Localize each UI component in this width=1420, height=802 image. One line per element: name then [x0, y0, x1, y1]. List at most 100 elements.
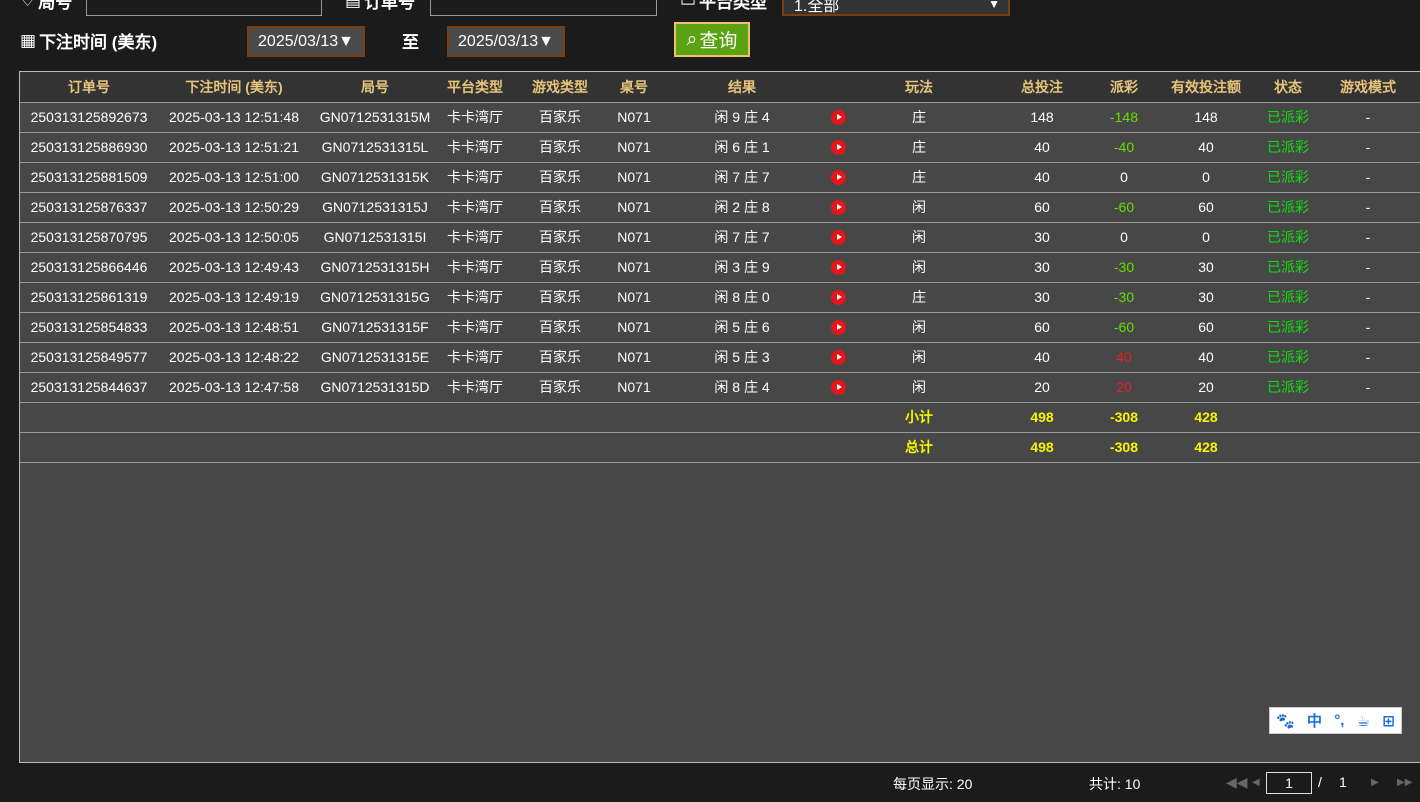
round-id: GN0712531315D: [310, 372, 440, 403]
payout: -148: [1096, 102, 1152, 133]
column-header: 下注时间 (美东): [158, 72, 310, 103]
valid-bet: 148: [1152, 102, 1260, 133]
bet-type: 庄: [850, 102, 988, 133]
result: 闲 7 庄 7: [658, 162, 826, 193]
bet-time: 2025-03-13 12:51:48: [158, 102, 310, 133]
grid-icon[interactable]: ⊞: [1382, 712, 1395, 730]
play-icon[interactable]: [830, 170, 846, 186]
play-icon[interactable]: [830, 350, 846, 366]
result: 闲 7 庄 7: [658, 222, 826, 253]
table-row: 250313125876337 2025-03-13 12:50:29 GN0712…: [20, 192, 1420, 223]
table-row: 250313125861319 2025-03-13 12:49:19 GN0712…: [20, 282, 1420, 313]
order-id: 250313125861319: [20, 282, 158, 313]
empty-cell: [610, 432, 658, 463]
empty-cell: [658, 402, 826, 433]
calendar-icon: ▦: [20, 30, 37, 50]
prev-page-icon[interactable]: ◀: [1252, 777, 1260, 788]
play-icon[interactable]: [830, 380, 846, 396]
play-icon[interactable]: [830, 110, 846, 126]
last-page-icon[interactable]: ▶▶: [1397, 777, 1413, 788]
chevron-down-icon: ▼: [988, 0, 1000, 11]
game-type: 百家乐: [510, 222, 610, 253]
play-icon[interactable]: [830, 200, 846, 216]
replay-button[interactable]: [826, 312, 850, 343]
play-icon[interactable]: [830, 320, 846, 336]
round-id: GN0712531315J: [310, 192, 440, 223]
table-id: N071: [610, 312, 658, 343]
first-page-icon[interactable]: ◀◀: [1226, 774, 1248, 790]
valid-bet: 20: [1152, 372, 1260, 403]
bet-type: 庄: [850, 132, 988, 163]
replay-button[interactable]: [826, 192, 850, 223]
table-row: 250313125886930 2025-03-13 12:51:21 GN0712…: [20, 132, 1420, 163]
total-bet: 30: [988, 252, 1096, 283]
paw-icon[interactable]: 🐾: [1276, 712, 1295, 730]
replay-button[interactable]: [826, 342, 850, 373]
game-mode: -: [1316, 162, 1420, 193]
platform: 卡卡湾厅: [440, 372, 510, 403]
total-bet: 148: [988, 102, 1096, 133]
game-mode: -: [1316, 342, 1420, 373]
round-id: GN0712531315K: [310, 162, 440, 193]
column-header: 游戏类型: [510, 72, 610, 103]
replay-button[interactable]: [826, 102, 850, 133]
valid-bet: 30: [1152, 282, 1260, 313]
result: 闲 5 庄 6: [658, 312, 826, 343]
valid-bet: 60: [1152, 312, 1260, 343]
bet-type: 庄: [850, 162, 988, 193]
table-id: N071: [610, 222, 658, 253]
round-id: GN0712531315L: [310, 132, 440, 163]
page-input[interactable]: 1: [1266, 772, 1312, 794]
replay-button[interactable]: [826, 162, 850, 193]
empty-cell: [310, 402, 440, 433]
payout: -30: [1096, 282, 1152, 313]
game-type: 百家乐: [510, 252, 610, 283]
order-id: 250313125886930: [20, 132, 158, 163]
replay-button[interactable]: [826, 282, 850, 313]
to-label: 至: [402, 33, 419, 52]
replay-button[interactable]: [826, 222, 850, 253]
ime-toolbar[interactable]: 🐾 中 °, ☕ ⊞: [1269, 707, 1402, 734]
play-icon[interactable]: [830, 290, 846, 306]
round-input[interactable]: [86, 0, 322, 16]
play-icon[interactable]: [830, 260, 846, 276]
replay-button[interactable]: [826, 252, 850, 283]
date-from-select[interactable]: 2025/03/13 ▼: [247, 26, 365, 57]
column-header: 玩法: [850, 72, 988, 103]
query-button[interactable]: ⌕ 查询: [674, 22, 750, 57]
document-icon: ▤: [345, 0, 362, 10]
column-header: 有效投注额: [1152, 72, 1260, 103]
bet-time: 2025-03-13 12:47:58: [158, 372, 310, 403]
subtotal-label: 小计: [850, 402, 988, 433]
ime-punct[interactable]: °,: [1334, 712, 1345, 729]
column-header: 游戏模式: [1316, 72, 1420, 103]
play-icon[interactable]: [830, 140, 846, 156]
replay-button[interactable]: [826, 132, 850, 163]
order-id: 250313125892673: [20, 102, 158, 133]
platform: 卡卡湾厅: [440, 162, 510, 193]
column-header: 派彩: [1096, 72, 1152, 103]
next-page-icon[interactable]: ▶: [1371, 777, 1379, 788]
subtotal-row: 小计 498 -308 428: [20, 402, 1420, 433]
platform-select[interactable]: 1.全部 ▼: [782, 0, 1010, 16]
empty-cell: [1316, 402, 1420, 433]
play-icon[interactable]: [830, 230, 846, 246]
bet-time: 2025-03-13 12:51:21: [158, 132, 310, 163]
order-input[interactable]: [430, 0, 657, 16]
ime-lang[interactable]: 中: [1307, 713, 1323, 730]
table-id: N071: [610, 342, 658, 373]
game-type: 百家乐: [510, 192, 610, 223]
status: 已派彩: [1260, 252, 1316, 283]
table-row: 250313125844637 2025-03-13 12:47:58 GN0712…: [20, 372, 1420, 403]
tag-icon: ♡: [20, 0, 36, 10]
cup-icon[interactable]: ☕: [1356, 712, 1371, 730]
platform: 卡卡湾厅: [440, 132, 510, 163]
replay-button[interactable]: [826, 372, 850, 403]
date-to-select[interactable]: 2025/03/13 ▼: [447, 26, 565, 57]
chevron-down-icon: ▼: [338, 32, 354, 50]
payout: 40: [1096, 342, 1152, 373]
page-separator: /: [1318, 774, 1322, 790]
result: 闲 8 庄 0: [658, 282, 826, 313]
empty-cell: [158, 432, 310, 463]
table-id: N071: [610, 192, 658, 223]
